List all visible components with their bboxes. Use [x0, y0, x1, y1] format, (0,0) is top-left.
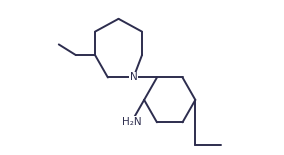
Text: H₂N: H₂N	[122, 117, 141, 127]
Text: N: N	[130, 73, 137, 82]
